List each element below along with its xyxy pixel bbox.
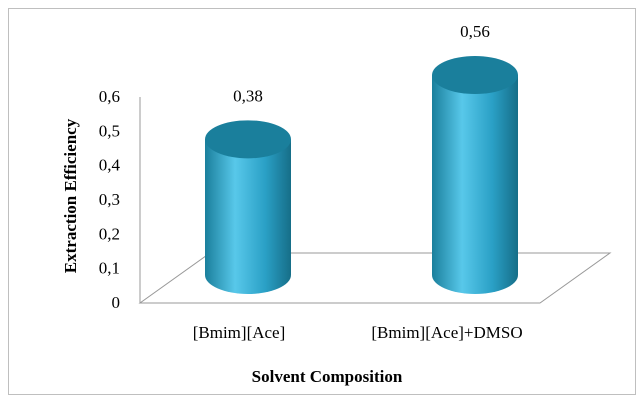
chart-frame [8,8,636,395]
bars [205,56,518,294]
y-ticks: 0 0,1 0,2 0,3 0,4 0,5 0,6 [99,87,121,312]
x-axis-title: Solvent Composition [252,367,403,386]
y-tick-label: 0,1 [99,259,120,278]
bar [205,120,291,294]
y-tick-label: 0,6 [99,87,120,106]
data-label: 0,56 [460,22,490,41]
x-tick-label: [Bmim][Ace]+DMSO [371,323,522,342]
y-tick-label: 0,4 [99,156,121,175]
data-label: 0,38 [233,86,263,105]
bar [432,56,518,294]
bar-side [432,75,518,294]
y-axis-title: Extraction Efficiency [61,118,80,273]
y-tick-label: 0 [112,293,121,312]
bar-top [432,56,518,95]
y-tick-label: 0,5 [99,121,120,140]
data-labels: 0,38 0,56 [233,22,490,105]
bar-side [205,139,291,294]
bar-top [205,120,291,159]
y-tick-label: 0,2 [99,224,120,243]
y-tick-label: 0,3 [99,190,120,209]
x-tick-label: [Bmim][Ace] [193,323,286,342]
x-ticks: [Bmim][Ace] [Bmim][Ace]+DMSO [193,323,523,342]
